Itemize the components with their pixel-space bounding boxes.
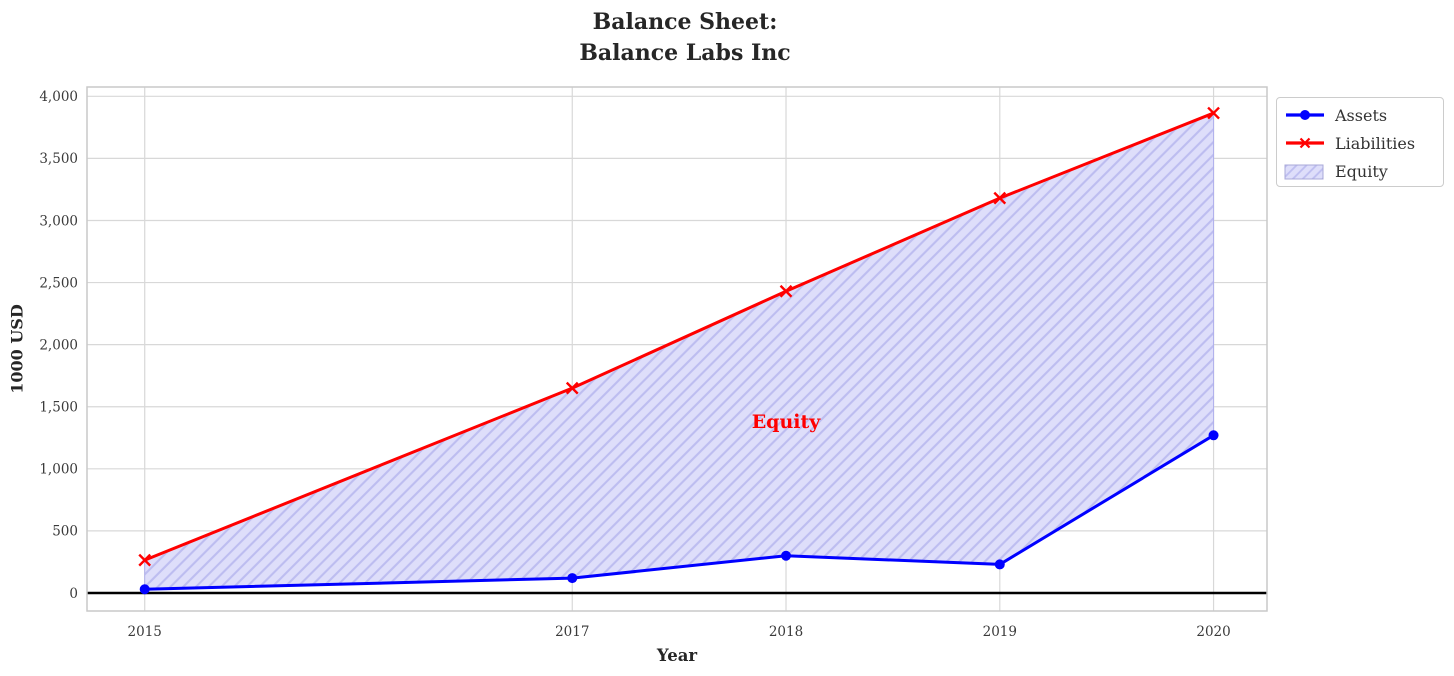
y-tick-label: 2,000 <box>39 337 78 353</box>
liabilities-marker <box>138 553 152 567</box>
equity-fill-area <box>144 112 1215 590</box>
legend-entry-assets: Assets <box>1284 101 1443 129</box>
y-tick-label: 1,500 <box>39 400 78 416</box>
liabilities-marker <box>779 284 793 298</box>
x-tick-label: 2018 <box>769 624 803 640</box>
chart-title: Balance Sheet: Balance Labs Inc <box>90 7 1280 69</box>
legend: Assets Liabilities Equity <box>1276 97 1444 187</box>
assets-marker <box>139 584 150 595</box>
liabilities-marker <box>1207 106 1220 120</box>
liabilities-marker <box>993 191 1007 205</box>
y-tick-label: 3,500 <box>39 151 78 167</box>
chart-title-line-1: Balance Sheet: <box>592 9 778 35</box>
x-tick-label: 2020 <box>1196 624 1230 640</box>
y-tick-label: 3,000 <box>39 213 78 229</box>
assets-marker <box>567 573 578 584</box>
equity-annotation: Equity <box>751 410 821 433</box>
y-tick-labels: 0 500 1,000 1,500 2,000 2,500 3,000 3,500 4,000 <box>39 89 78 602</box>
x-axis-label: Year <box>656 646 698 665</box>
y-tick-label: 2,500 <box>39 275 78 291</box>
legend-label-liabilities: Liabilities <box>1335 133 1416 153</box>
assets-marker <box>781 550 792 561</box>
x-tick-label: 2015 <box>128 624 162 640</box>
legend-entry-liabilities: Liabilities <box>1284 129 1443 157</box>
y-tick-label: 500 <box>52 524 78 540</box>
chart-title-line-2: Balance Labs Inc <box>579 40 791 66</box>
x-tick-label: 2017 <box>555 624 589 640</box>
legend-label-equity: Equity <box>1335 162 1388 182</box>
assets-line-marker-icon <box>1286 110 1324 121</box>
assets-marker <box>994 559 1005 570</box>
y-tick-label: 0 <box>69 586 78 602</box>
liabilities-marker <box>565 381 579 395</box>
x-tick-label: 2019 <box>983 624 1017 640</box>
plot-frame <box>86 86 1268 612</box>
assets-marker <box>1208 430 1219 441</box>
x-tick-labels: 2015 2017 2018 2019 2020 <box>128 624 1231 640</box>
equity-hatch-patch-icon <box>1284 164 1324 180</box>
legend-label-assets: Assets <box>1335 105 1388 125</box>
liabilities-line-marker-icon <box>1286 138 1324 149</box>
y-tick-label: 4,000 <box>39 89 78 105</box>
legend-entry-equity: Equity <box>1284 158 1443 186</box>
y-tick-label: 1,000 <box>39 462 78 478</box>
